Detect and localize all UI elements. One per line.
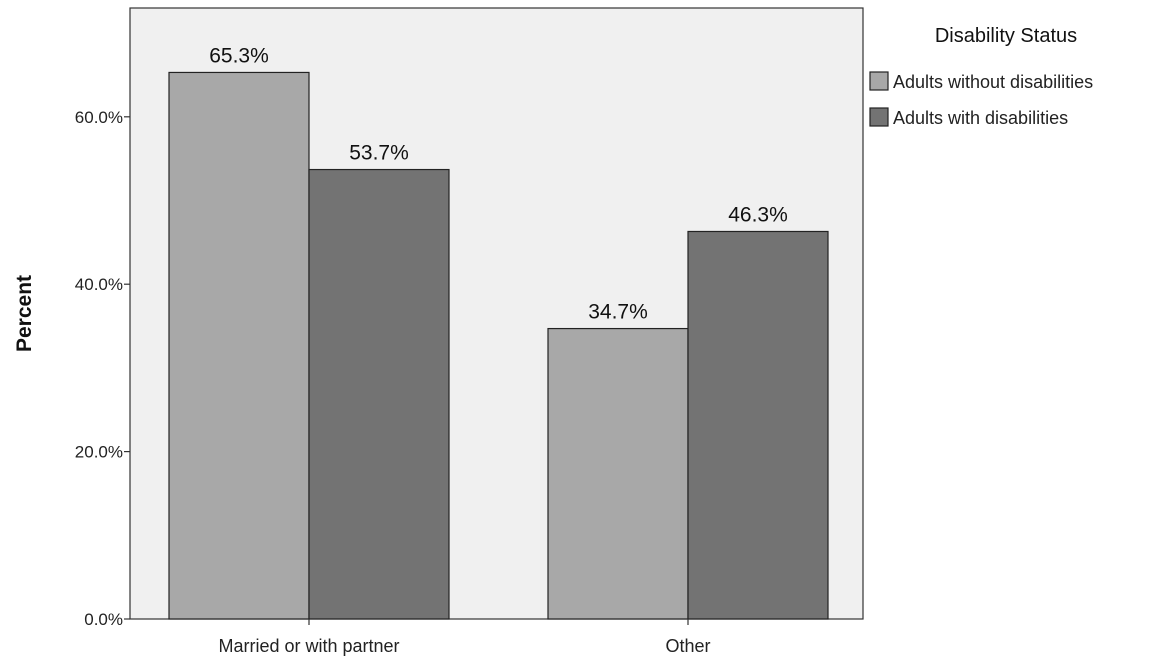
plot-area: 65.3% 53.7% 34.7% 46.3% [129,7,864,620]
x-tick-label: Married or with partner [218,636,399,656]
y-tick-label: 40.0% [75,275,123,294]
bar-with-disabilities-other [687,230,829,620]
legend-swatch [869,107,889,127]
axes: 0.0% 20.0% 40.0% 60.0% Married or with partn… [13,108,711,656]
legend-label: Adults with disabilities [893,108,1068,128]
bar-without-disabilities-other [547,327,689,620]
legend-label: Adults without disabilities [893,72,1093,92]
data-label: 34.7% [588,301,648,324]
y-tick-label: 0.0% [84,610,123,629]
y-tick-label: 60.0% [75,108,123,127]
legend-swatch [869,71,889,91]
x-tick-label: Other [665,636,710,656]
bar-with-disabilities-married [308,168,450,620]
data-label: 46.3% [728,203,788,226]
y-tick-label: 20.0% [75,443,123,462]
bar-without-disabilities-married [168,71,310,620]
y-axis-title: Percent [13,275,36,352]
data-label: 53.7% [349,142,409,165]
data-label: 65.3% [209,44,269,67]
legend-title: Disability Status [935,25,1077,47]
legend: Disability Status Adults without disabili… [869,25,1093,128]
